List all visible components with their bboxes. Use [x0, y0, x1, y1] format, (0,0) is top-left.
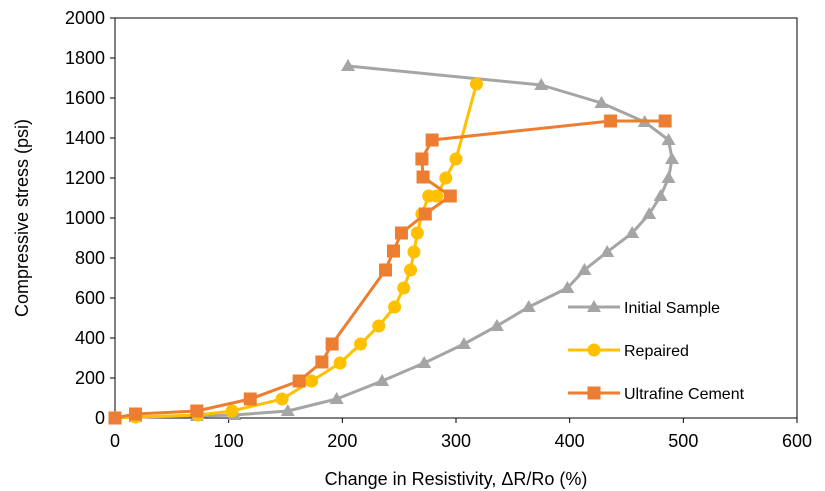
series-initial-sample [108, 59, 679, 423]
x-tick-label: 400 [555, 431, 585, 451]
data-point-initial-sample [521, 300, 536, 312]
data-point-repaired [388, 300, 402, 314]
legend-entry-initial-sample: Initial Sample [568, 300, 720, 317]
x-tick-label: 600 [782, 431, 812, 451]
data-point-repaired [469, 77, 483, 91]
data-point-ultrafine-cement [315, 355, 329, 369]
y-tick-label: 1400 [65, 128, 105, 148]
y-tick-label: 400 [75, 328, 105, 348]
y-tick-label: 1600 [65, 88, 105, 108]
data-point-initial-sample [600, 245, 615, 257]
data-point-initial-sample [280, 404, 295, 416]
legend-marker [587, 386, 601, 400]
y-tick-label: 1800 [65, 48, 105, 68]
data-point-repaired [397, 281, 411, 295]
data-point-ultrafine-cement [128, 407, 142, 421]
data-point-initial-sample [375, 374, 390, 386]
data-point-repaired [449, 152, 463, 166]
data-point-ultrafine-cement [243, 392, 257, 406]
data-point-ultrafine-cement [190, 404, 204, 418]
data-point-initial-sample [642, 207, 657, 219]
data-point-ultrafine-cement [415, 152, 429, 166]
data-point-repaired [354, 337, 368, 351]
data-point-ultrafine-cement [418, 207, 432, 221]
data-point-initial-sample [534, 78, 549, 90]
series-line-initial-sample [114, 64, 674, 420]
data-point-initial-sample [560, 281, 575, 293]
x-tick-label: 500 [668, 431, 698, 451]
legend-entry-repaired: Repaired [568, 343, 689, 360]
data-point-ultrafine-cement [386, 244, 400, 258]
data-point-repaired [439, 171, 453, 185]
data-point-initial-sample [341, 59, 356, 71]
y-tick-label: 200 [75, 368, 105, 388]
legend: Initial Sample Repaired Ultrafine Cement [568, 300, 745, 403]
data-point-ultrafine-cement [325, 337, 339, 351]
y-tick-label: 1000 [65, 208, 105, 228]
data-point-ultrafine-cement [379, 263, 393, 277]
data-point-initial-sample [661, 133, 676, 145]
data-point-repaired [225, 404, 239, 418]
data-point-ultrafine-cement [658, 114, 672, 128]
data-point-ultrafine-cement [604, 114, 618, 128]
data-point-initial-sample [329, 392, 344, 404]
data-point-initial-sample [417, 356, 432, 368]
x-tick-label: 200 [327, 431, 357, 451]
axes: 0 100 200 300 400 500 600 0 200 400 600 800 1000 1200… [65, 8, 812, 451]
data-point-ultrafine-cement [425, 133, 439, 147]
data-point-repaired [407, 245, 421, 259]
data-point-initial-sample [664, 152, 679, 164]
x-tick-label: 100 [214, 431, 244, 451]
data-point-repaired [372, 319, 386, 333]
legend-label: Initial Sample [624, 300, 720, 317]
data-point-initial-sample [661, 171, 676, 183]
legend-label: Repaired [624, 343, 689, 360]
series-repaired [108, 77, 483, 425]
y-axis-title: Compressive stress (psi) [12, 119, 32, 317]
data-point-initial-sample [594, 96, 609, 108]
data-point-ultrafine-cement [416, 170, 430, 184]
data-point-repaired [275, 392, 289, 406]
data-point-initial-sample [489, 319, 504, 331]
data-point-repaired [410, 226, 424, 240]
data-point-repaired [305, 374, 319, 388]
x-tick-label: 300 [441, 431, 471, 451]
y-tick-label: 600 [75, 288, 105, 308]
legend-marker [587, 300, 601, 312]
legend-entry-ultrafine-cement: Ultrafine Cement [568, 386, 745, 403]
data-point-repaired [404, 263, 418, 277]
x-tick-label: 0 [110, 431, 120, 451]
x-axis-title: Change in Resistivity, ΔR/Ro (%) [325, 469, 588, 489]
series-ultrafine-cement [108, 114, 672, 425]
legend-marker [587, 343, 601, 357]
data-point-initial-sample [456, 337, 471, 349]
y-tick-label: 0 [95, 408, 105, 428]
y-tick-label: 800 [75, 248, 105, 268]
y-tick-label: 1200 [65, 168, 105, 188]
data-point-ultrafine-cement [108, 411, 122, 425]
data-point-repaired [333, 356, 347, 370]
data-point-ultrafine-cement [394, 226, 408, 240]
data-point-initial-sample [653, 189, 668, 201]
y-tick-label: 2000 [65, 8, 105, 28]
data-point-ultrafine-cement [292, 374, 306, 388]
series-layer [108, 59, 679, 425]
data-point-initial-sample [625, 226, 640, 238]
legend-label: Ultrafine Cement [624, 386, 745, 403]
data-point-ultrafine-cement [443, 189, 457, 203]
data-point-initial-sample [577, 263, 592, 275]
data-point-repaired [430, 189, 444, 203]
